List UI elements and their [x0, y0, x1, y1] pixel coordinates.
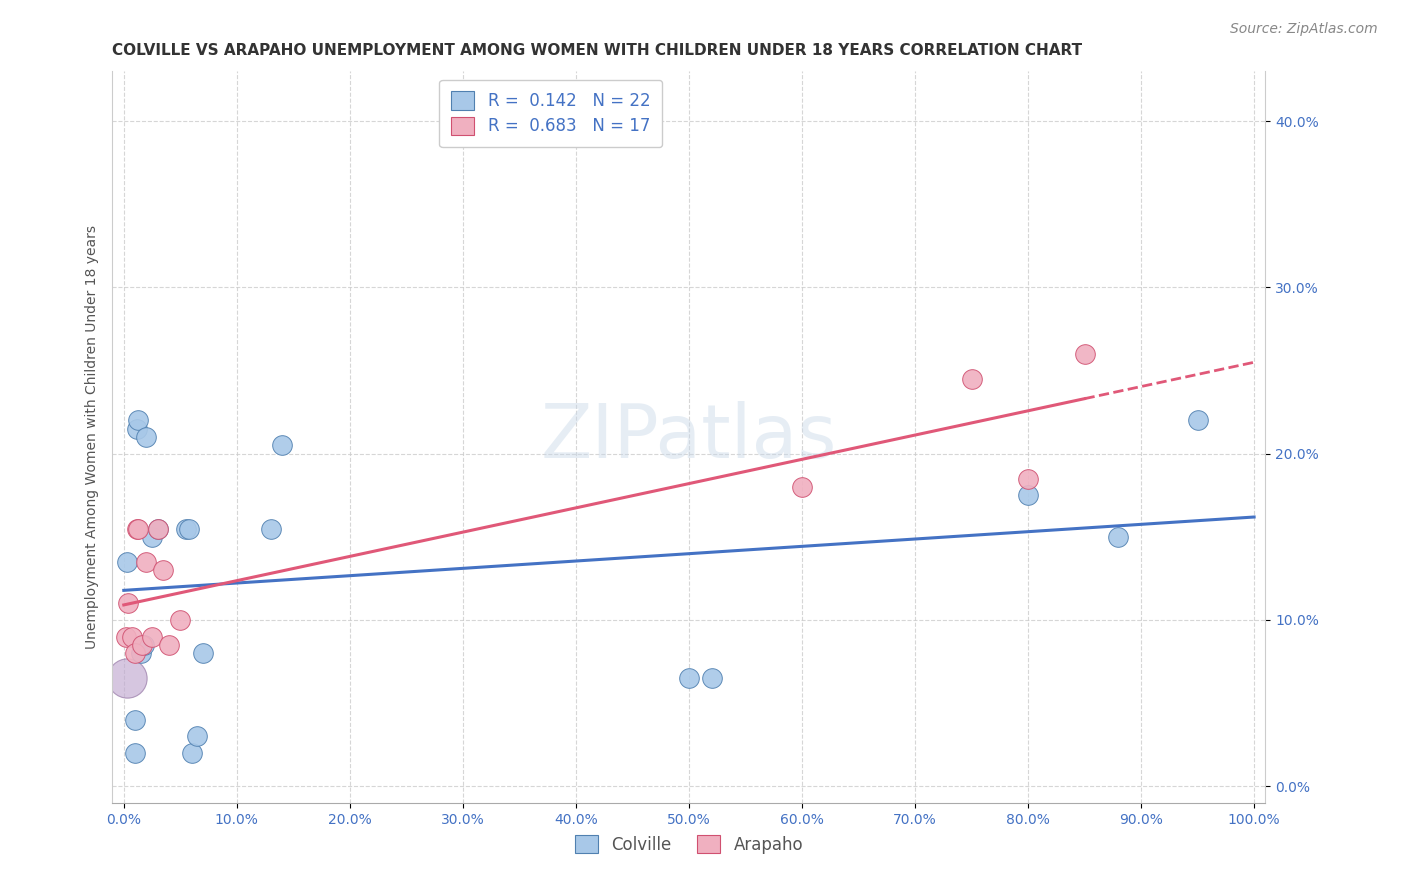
Point: [174, 521, 197, 535]
Point: [117, 596, 139, 610]
Legend: Colville, Arapaho: Colville, Arapaho: [568, 829, 810, 860]
Point: [121, 630, 143, 644]
Text: COLVILLE VS ARAPAHO UNEMPLOYMENT AMONG WOMEN WITH CHILDREN UNDER 18 YEARS CORREL: COLVILLE VS ARAPAHO UNEMPLOYMENT AMONG W…: [112, 43, 1083, 58]
Point: [152, 563, 174, 577]
Point: [141, 530, 163, 544]
Point: [186, 729, 208, 743]
Point: [1017, 488, 1039, 502]
Point: [124, 746, 146, 760]
Point: [1073, 347, 1095, 361]
Point: [115, 671, 138, 685]
Point: [260, 521, 283, 535]
Point: [127, 413, 149, 427]
Y-axis label: Unemployment Among Women with Children Under 18 years: Unemployment Among Women with Children U…: [84, 225, 98, 649]
Text: Source: ZipAtlas.com: Source: ZipAtlas.com: [1230, 22, 1378, 37]
Point: [146, 521, 169, 535]
Point: [180, 746, 202, 760]
Point: [1107, 530, 1129, 544]
Text: ZIPatlas: ZIPatlas: [541, 401, 837, 474]
Point: [127, 521, 149, 535]
Point: [127, 521, 149, 535]
Point: [271, 438, 294, 452]
Point: [146, 521, 169, 535]
Point: [135, 430, 157, 444]
Point: [124, 646, 146, 660]
Point: [135, 555, 157, 569]
Point: [678, 671, 700, 685]
Point: [169, 613, 191, 627]
Point: [179, 521, 201, 535]
Point: [1187, 413, 1209, 427]
Point: [115, 630, 138, 644]
Point: [960, 372, 983, 386]
Point: [141, 630, 163, 644]
Point: [124, 713, 146, 727]
Point: [790, 480, 813, 494]
Point: [127, 422, 149, 436]
Point: [700, 671, 723, 685]
Point: [1017, 472, 1039, 486]
Point: [157, 638, 180, 652]
Point: [191, 646, 214, 660]
Point: [134, 638, 156, 652]
Point: [129, 646, 152, 660]
Point: [131, 638, 153, 652]
Point: [115, 555, 138, 569]
